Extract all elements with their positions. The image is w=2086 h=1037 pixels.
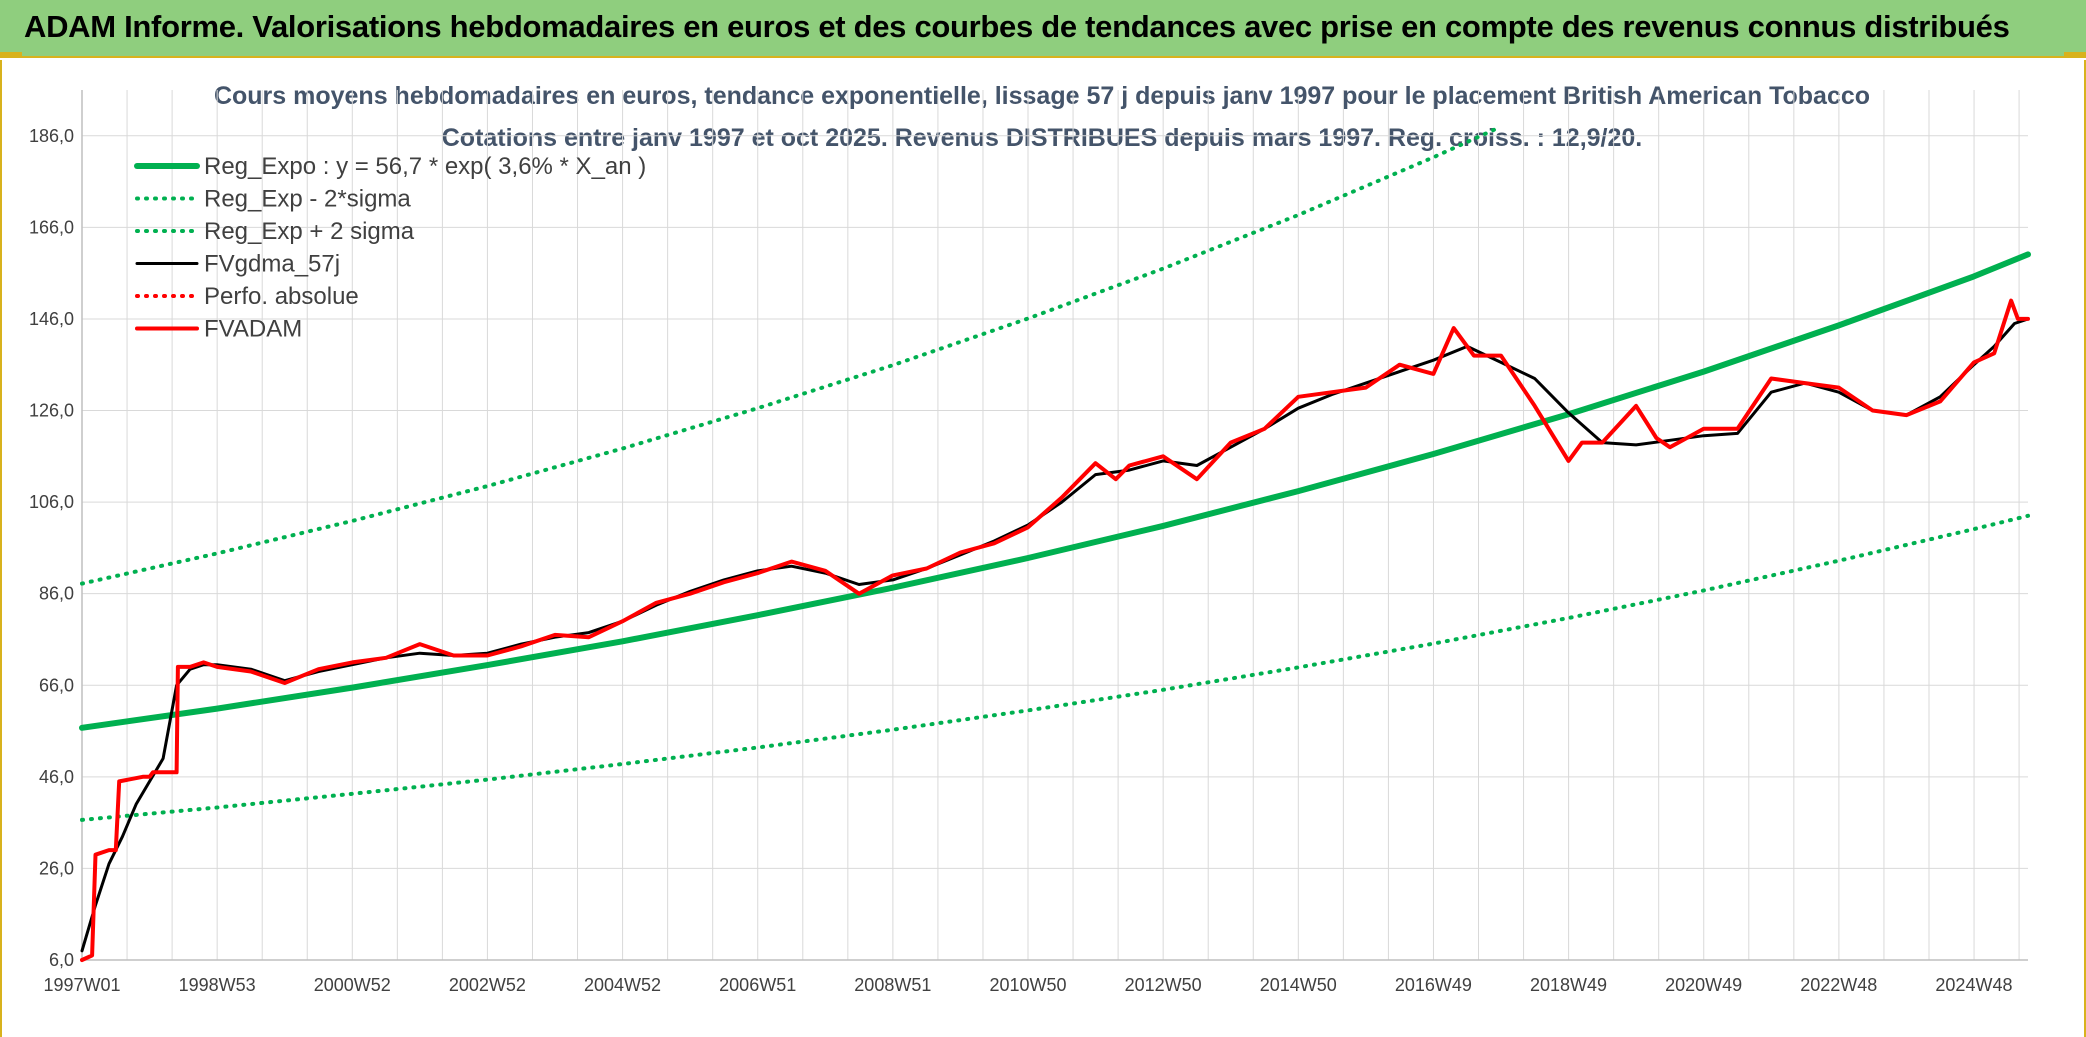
series-line-2 (80, 124, 1503, 586)
x-tick-label: 2008W51 (854, 975, 931, 995)
x-tick-label: 1998W53 (179, 975, 256, 995)
grid-layer (81, 90, 2028, 961)
legend-label: Perfo. absolue (204, 283, 359, 310)
legend-label: Reg_Exp + 2 sigma (204, 218, 415, 245)
legend: Reg_Expo : y = 56,7 * exp( 3,6% * X_an )… (134, 153, 646, 343)
banner-accent-left (0, 52, 22, 58)
x-tick-label: 1997W01 (43, 975, 120, 995)
x-tick-label: 2004W52 (584, 975, 661, 995)
legend-label: FVgdma_57j (204, 251, 340, 278)
series-line-0 (79, 251, 2031, 731)
x-tick-label: 2014W50 (1260, 975, 1337, 995)
y-tick-label: 106,0 (29, 492, 74, 512)
chart: Cours moyens hebdomadaires en euros, ten… (29, 82, 2031, 995)
y-tick-label: 6,0 (49, 950, 74, 970)
legend-label: FVADAM (204, 316, 302, 343)
y-tick-label: 86,0 (39, 584, 74, 604)
series-layer (79, 124, 2031, 962)
header-banner: ADAM Informe. Valorisations hebdomadaire… (0, 0, 2086, 58)
x-tick-label: 2024W48 (1935, 975, 2012, 995)
chart-subtitle: Cotations entre janv 1997 et oct 2025. R… (442, 124, 1643, 152)
y-tick-label: 46,0 (39, 767, 74, 787)
y-tick-label: 66,0 (39, 675, 74, 695)
chart-frame: Cours moyens hebdomadaires en euros, ten… (0, 60, 2086, 1037)
y-tick-label: 26,0 (39, 858, 74, 878)
banner-accent-right (2064, 52, 2086, 58)
y-tick-label: 186,0 (29, 126, 74, 146)
chart-title: Cours moyens hebdomadaires en euros, ten… (214, 82, 1870, 110)
x-tick-label: 2016W49 (1395, 975, 1472, 995)
series-line-1 (80, 513, 2030, 822)
x-tick-label: 2018W49 (1530, 975, 1607, 995)
x-tick-label: 2006W51 (719, 975, 796, 995)
x-tick-label: 2002W52 (449, 975, 526, 995)
x-tick-label: 2010W50 (989, 975, 1066, 995)
legend-label: Reg_Exp - 2*sigma (204, 186, 411, 213)
series-line-5 (80, 298, 2030, 962)
legend-label: Reg_Expo : y = 56,7 * exp( 3,6% * X_an ) (204, 153, 646, 180)
x-tick-label: 2020W49 (1665, 975, 1742, 995)
x-tick-label: 2022W48 (1800, 975, 1877, 995)
axis-layer: 6,0 26,0 46,0 66,0 86,0 106,0 126,0 146,0 166,0 1… (29, 90, 2028, 995)
y-tick-label: 146,0 (29, 309, 74, 329)
x-tick-label: 2000W52 (314, 975, 391, 995)
page-title: ADAM Informe. Valorisations hebdomadaire… (24, 9, 2010, 44)
x-tick-label: 2012W50 (1125, 975, 1202, 995)
y-tick-label: 126,0 (29, 401, 74, 421)
series-line-3 (80, 317, 2030, 953)
y-tick-label: 166,0 (29, 217, 74, 237)
